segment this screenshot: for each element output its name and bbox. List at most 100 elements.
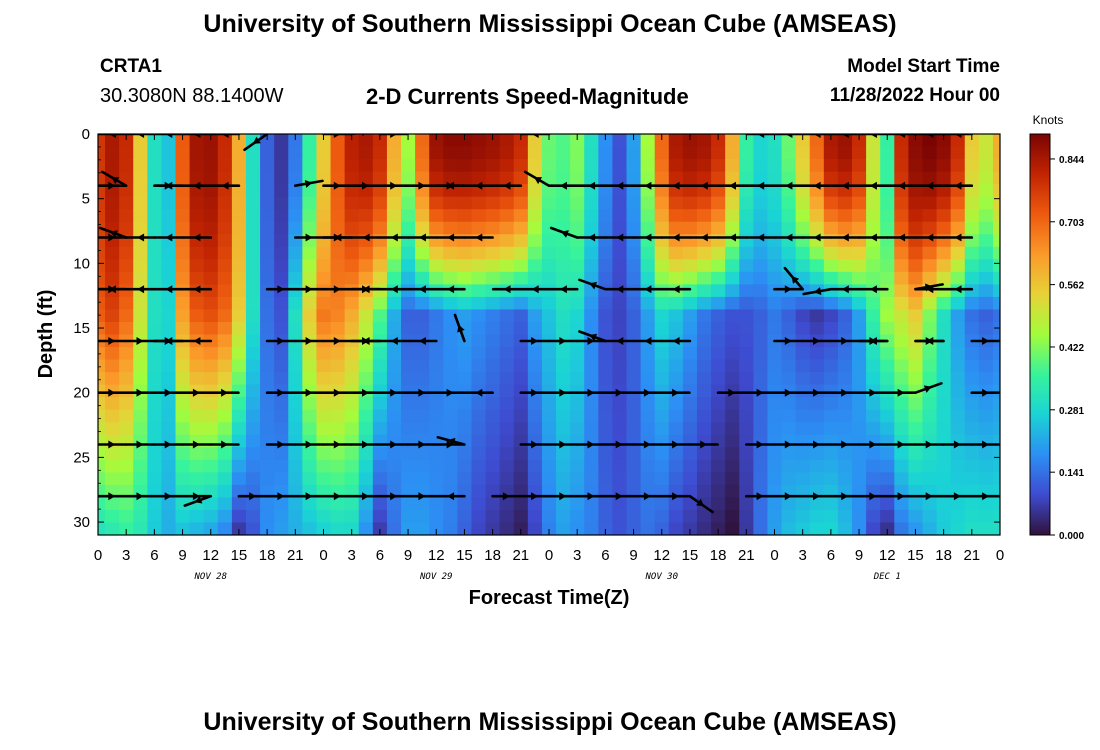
y-tick-label: 25 bbox=[73, 449, 90, 466]
heatmap-cell bbox=[767, 459, 783, 473]
heatmap-cell bbox=[260, 422, 275, 436]
heatmap-cell bbox=[189, 372, 205, 386]
heatmap-cell bbox=[725, 359, 740, 373]
heatmap-cell bbox=[161, 246, 177, 260]
heatmap-cell bbox=[288, 209, 303, 223]
current-arrow bbox=[378, 440, 409, 449]
heatmap-cell bbox=[992, 221, 1000, 235]
current-arrow bbox=[547, 337, 578, 345]
heatmap-cell bbox=[302, 196, 318, 210]
heatmap-cell bbox=[922, 422, 938, 436]
heatmap-cell bbox=[217, 134, 233, 148]
heatmap-cell bbox=[696, 296, 712, 311]
heatmap-cell bbox=[992, 321, 1000, 336]
current-arrow bbox=[379, 233, 410, 242]
heatmap-cell bbox=[401, 472, 416, 486]
heatmap-cell bbox=[556, 184, 571, 198]
heatmap-cell bbox=[429, 484, 444, 499]
heatmap-cell bbox=[372, 221, 388, 235]
heatmap-cell bbox=[739, 271, 754, 285]
heatmap-cell bbox=[626, 271, 642, 285]
heatmap-cell bbox=[217, 484, 233, 499]
heatmap-cell bbox=[513, 246, 529, 260]
heatmap-cell bbox=[471, 246, 487, 260]
heatmap-cell bbox=[443, 422, 458, 436]
heatmap-cell bbox=[288, 184, 303, 198]
heatmap-cell bbox=[133, 447, 148, 461]
heatmap-cell bbox=[992, 184, 1000, 198]
heatmap-cell bbox=[260, 347, 275, 361]
heatmap-cell bbox=[852, 384, 867, 398]
heatmap-cell bbox=[527, 184, 543, 198]
heatmap-cell bbox=[753, 221, 769, 235]
heatmap-cell bbox=[189, 472, 205, 486]
heatmap-cell bbox=[598, 259, 614, 273]
heatmap-cell bbox=[654, 196, 670, 210]
heatmap-cell bbox=[852, 359, 867, 373]
heatmap-cell bbox=[105, 372, 120, 386]
heatmap-cell bbox=[992, 522, 1000, 535]
current-arrow bbox=[181, 388, 212, 397]
heatmap-cell bbox=[147, 434, 163, 448]
heatmap-cell bbox=[570, 171, 585, 185]
heatmap-cell bbox=[288, 459, 303, 473]
heatmap-cell bbox=[682, 509, 698, 524]
heatmap-cell bbox=[866, 397, 881, 411]
heatmap-cell bbox=[457, 372, 473, 386]
heatmap-cell bbox=[795, 459, 811, 473]
heatmap-cell bbox=[471, 146, 487, 160]
heatmap-cell bbox=[344, 384, 360, 398]
heatmap-cell bbox=[541, 497, 557, 511]
current-arrow bbox=[265, 388, 297, 397]
heatmap-cell bbox=[852, 434, 867, 448]
heatmap-cell bbox=[471, 271, 487, 285]
heatmap-cell bbox=[541, 171, 557, 185]
heatmap-cell bbox=[372, 484, 388, 499]
heatmap-cell bbox=[513, 221, 529, 235]
heatmap-cell bbox=[739, 459, 754, 473]
current-arrow bbox=[98, 285, 128, 294]
heatmap-cell bbox=[936, 159, 952, 173]
heatmap-cell bbox=[541, 284, 557, 298]
heatmap-cell bbox=[217, 246, 233, 260]
heatmap-cell bbox=[415, 309, 430, 323]
current-arrow bbox=[942, 285, 974, 294]
heatmap-cell bbox=[767, 259, 783, 273]
current-arrow bbox=[379, 337, 410, 345]
heatmap-cell bbox=[767, 309, 783, 323]
heatmap-cell bbox=[908, 347, 924, 361]
heatmap-cell bbox=[274, 196, 289, 210]
heatmap-cell bbox=[344, 196, 360, 210]
heatmap-cell bbox=[626, 384, 642, 398]
heatmap-cell bbox=[302, 284, 318, 298]
current-arrow bbox=[716, 388, 748, 397]
current-arrow bbox=[830, 181, 861, 190]
heatmap-cell bbox=[598, 384, 614, 398]
heatmap-cell bbox=[992, 196, 1000, 210]
heatmap-cell bbox=[527, 447, 543, 461]
current-arrow bbox=[98, 440, 127, 449]
heatmap-cell bbox=[598, 359, 614, 373]
heatmap-cell bbox=[795, 509, 811, 524]
heatmap-cell bbox=[429, 284, 444, 298]
heatmap-cell bbox=[344, 296, 360, 311]
heatmap-cell bbox=[696, 459, 712, 473]
current-arrow bbox=[632, 492, 663, 501]
heatmap-cell bbox=[964, 221, 980, 235]
heatmap-cell bbox=[978, 422, 994, 436]
heatmap-cell bbox=[189, 146, 205, 160]
heatmap-cell bbox=[626, 184, 642, 198]
heatmap-cell bbox=[682, 397, 698, 411]
heatmap-cell bbox=[936, 434, 952, 448]
heatmap-cell bbox=[992, 397, 1000, 411]
heatmap-cell bbox=[992, 422, 1000, 436]
heatmap-cell bbox=[203, 497, 219, 511]
heatmap-cell bbox=[401, 422, 416, 436]
heatmap-cell bbox=[739, 246, 754, 260]
heatmap-cell bbox=[119, 271, 134, 285]
heatmap-cell bbox=[415, 221, 430, 235]
heatmap-cell bbox=[175, 347, 191, 361]
heatmap-cell bbox=[175, 497, 191, 511]
current-arrow bbox=[436, 435, 466, 446]
heatmap-cell bbox=[936, 472, 952, 486]
